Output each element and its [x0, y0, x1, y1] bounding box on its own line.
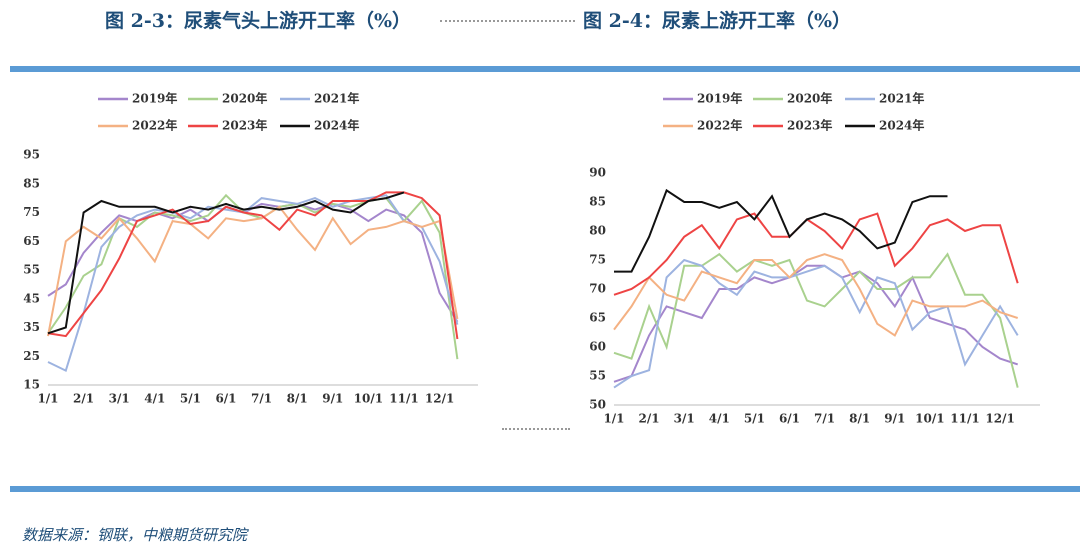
y-tick-label: 85	[589, 195, 606, 209]
source-note: 数据来源：钢联，中粮期货研究院	[22, 526, 248, 544]
rule	[10, 486, 1080, 492]
y-tick-label: 15	[23, 378, 40, 392]
legend-label: 2023年	[787, 118, 832, 133]
charts: 15 25 35 45 55 65 75 85 95 1/1 2/1 3/1 4/1 5/1 6/1 7/1 8…	[23, 91, 1040, 426]
figure-title: 图 2-3：尿素气头上游开工率（%）	[105, 10, 411, 32]
x-tick-label: 8/1	[287, 392, 308, 406]
series-line	[613, 252, 1019, 388]
y-tick-label: 55	[589, 369, 606, 383]
legend-label: 2024年	[879, 118, 924, 133]
series-line	[613, 253, 1019, 337]
x-tick-label: 4/1	[144, 392, 165, 406]
x-tick-label: 8/1	[849, 412, 870, 426]
series-line	[47, 202, 459, 323]
y-tick-label: 65	[589, 311, 606, 325]
y-tick-label: 35	[23, 320, 40, 334]
y-tick-label: 95	[23, 148, 40, 162]
rule	[10, 66, 1080, 72]
y-tick-label: 90	[589, 166, 606, 180]
y-tick-label: 65	[23, 234, 40, 248]
x-tick-label: 10/1	[915, 412, 944, 426]
separator	[502, 428, 570, 430]
series-line	[614, 188, 948, 273]
figure-title: 图 2-4：尿素上游开工率（%）	[583, 10, 851, 32]
x-tick-label: 9/1	[322, 392, 343, 406]
x-tick-label: 3/1	[109, 392, 130, 406]
legend-label: 2024年	[314, 118, 359, 133]
x-tick-label: 6/1	[779, 412, 800, 426]
x-tick-label: 9/1	[884, 412, 905, 426]
y-tick-label: 80	[589, 224, 606, 238]
series-line	[47, 191, 405, 335]
series-line	[613, 264, 1019, 383]
x-tick-label: 1/1	[37, 392, 58, 406]
series-line	[47, 191, 459, 340]
y-tick-label: 75	[23, 205, 40, 219]
x-tick-label: 11/1	[950, 412, 979, 426]
legend-label: 2021年	[314, 91, 359, 106]
x-tick-label: 3/1	[674, 412, 695, 426]
y-tick-label: 60	[589, 340, 606, 354]
x-tick-label: 12/1	[425, 392, 454, 406]
x-tick-label: 10/1	[354, 392, 383, 406]
x-tick-label: 7/1	[814, 412, 835, 426]
y-tick-label: 75	[589, 253, 606, 267]
x-tick-label: 6/1	[215, 392, 236, 406]
y-tick-label: 85	[23, 176, 40, 190]
legend-label: 2020年	[222, 91, 267, 106]
y-tick-label: 55	[23, 263, 40, 277]
x-tick-label: 2/1	[73, 392, 94, 406]
legend-label: 2022年	[132, 118, 177, 133]
y-tick-label: 50	[589, 398, 606, 412]
y-tick-label: 45	[23, 291, 40, 305]
x-tick-label: 12/1	[985, 412, 1014, 426]
legend-label: 2022年	[697, 118, 742, 133]
y-tick-label: 25	[23, 349, 40, 363]
x-tick-label: 4/1	[709, 412, 730, 426]
legend-label: 2019年	[132, 91, 177, 106]
legend-label: 2019年	[697, 91, 742, 106]
legend-label: 2020年	[787, 91, 832, 106]
series-line	[47, 193, 459, 360]
series-line	[47, 205, 459, 337]
y-tick-label: 70	[589, 282, 606, 296]
series-line	[613, 212, 1019, 296]
x-tick-label: 1/1	[603, 412, 624, 426]
x-tick-label: 2/1	[639, 412, 660, 426]
x-tick-label: 7/1	[251, 392, 272, 406]
separator	[440, 20, 575, 22]
x-tick-label: 11/1	[389, 392, 418, 406]
series-line	[613, 258, 1019, 389]
legend-label: 2021年	[879, 91, 924, 106]
x-tick-label: 5/1	[180, 392, 201, 406]
legend-label: 2023年	[222, 118, 267, 133]
series-line	[47, 194, 459, 373]
x-tick-label: 5/1	[744, 412, 765, 426]
